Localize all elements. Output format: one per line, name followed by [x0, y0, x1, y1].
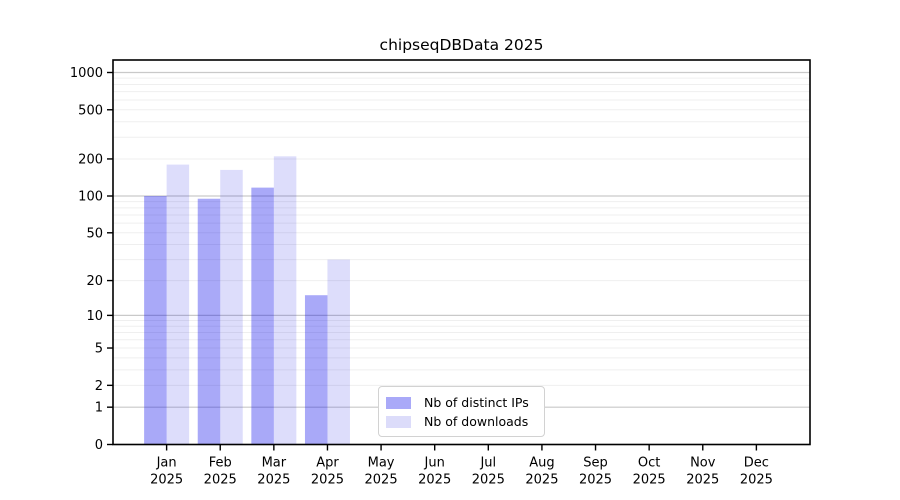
x-tick-label-year: 2025 — [579, 473, 612, 488]
x-tick-label-year: 2025 — [204, 473, 237, 488]
x-tick-label-year: 2025 — [418, 473, 451, 488]
legend-swatch-distinct-ips — [386, 396, 411, 409]
x-tick-label-year: 2025 — [633, 473, 666, 488]
legend-label-distinct-ips: Nb of distinct IPs — [424, 395, 529, 410]
x-tick-label-month: Sep — [583, 456, 608, 471]
x-tick-label-year: 2025 — [525, 473, 558, 488]
x-tick-label-month: Oct — [638, 456, 660, 471]
plot-border — [112, 59, 811, 446]
y-tick-label: 5 — [95, 342, 103, 357]
legend-item-distinct-ips: Nb of distinct IPs — [386, 394, 538, 411]
x-tick-label-month: Feb — [209, 456, 232, 471]
y-tick-label: 0 — [95, 438, 103, 453]
x-tick-label-year: 2025 — [365, 473, 398, 488]
chart-title: chipseqDBData 2025 — [379, 36, 544, 54]
y-tick-label: 1 — [95, 401, 103, 416]
x-tick-label-year: 2025 — [311, 473, 344, 488]
x-tick-label-year: 2025 — [150, 473, 183, 488]
y-tick-label: 1000 — [70, 66, 103, 81]
bar-nb-of-downloads-jan-2025 — [166, 164, 190, 445]
legend-item-downloads: Nb of downloads — [386, 413, 538, 430]
legend-label-downloads: Nb of downloads — [424, 414, 529, 429]
x-tick-label-month: Dec — [744, 456, 769, 471]
x-tick-label-month: Jun — [424, 456, 445, 471]
y-tick-label: 10 — [86, 309, 103, 324]
y-tick-label: 2 — [95, 379, 103, 394]
x-tick-label-month: Nov — [690, 456, 716, 471]
bar-nb-of-distinct-ips-mar-2025 — [251, 187, 274, 445]
x-tick-label-year: 2025 — [686, 473, 719, 488]
x-tick-label-month: Jan — [156, 456, 177, 471]
x-tick-label-month: Apr — [316, 456, 339, 471]
legend-swatch-downloads — [386, 415, 411, 428]
x-tick-label-month: Mar — [262, 456, 287, 471]
x-tick-label-month: Jul — [479, 456, 496, 471]
bar-nb-of-downloads-mar-2025 — [273, 156, 297, 445]
x-tick-label-year: 2025 — [472, 473, 505, 488]
y-tick-label: 50 — [86, 226, 103, 241]
bar-nb-of-distinct-ips-apr-2025 — [304, 295, 328, 445]
y-tick-label: 500 — [78, 103, 103, 118]
bar-nb-of-distinct-ips-jan-2025 — [144, 196, 167, 445]
y-tick-label: 200 — [78, 152, 103, 167]
legend: Nb of distinct IPs Nb of downloads — [378, 386, 545, 437]
y-tick-label: 20 — [86, 274, 103, 289]
bar-nb-of-distinct-ips-feb-2025 — [197, 198, 221, 445]
bar-nb-of-downloads-apr-2025 — [327, 259, 350, 445]
x-tick-label-year: 2025 — [257, 473, 290, 488]
x-tick-label-month: May — [368, 456, 395, 471]
bar-nb-of-downloads-feb-2025 — [220, 169, 243, 445]
x-tick-label-year: 2025 — [740, 473, 773, 488]
y-tick-label: 100 — [78, 190, 103, 205]
x-tick-label-month: Aug — [529, 456, 554, 471]
